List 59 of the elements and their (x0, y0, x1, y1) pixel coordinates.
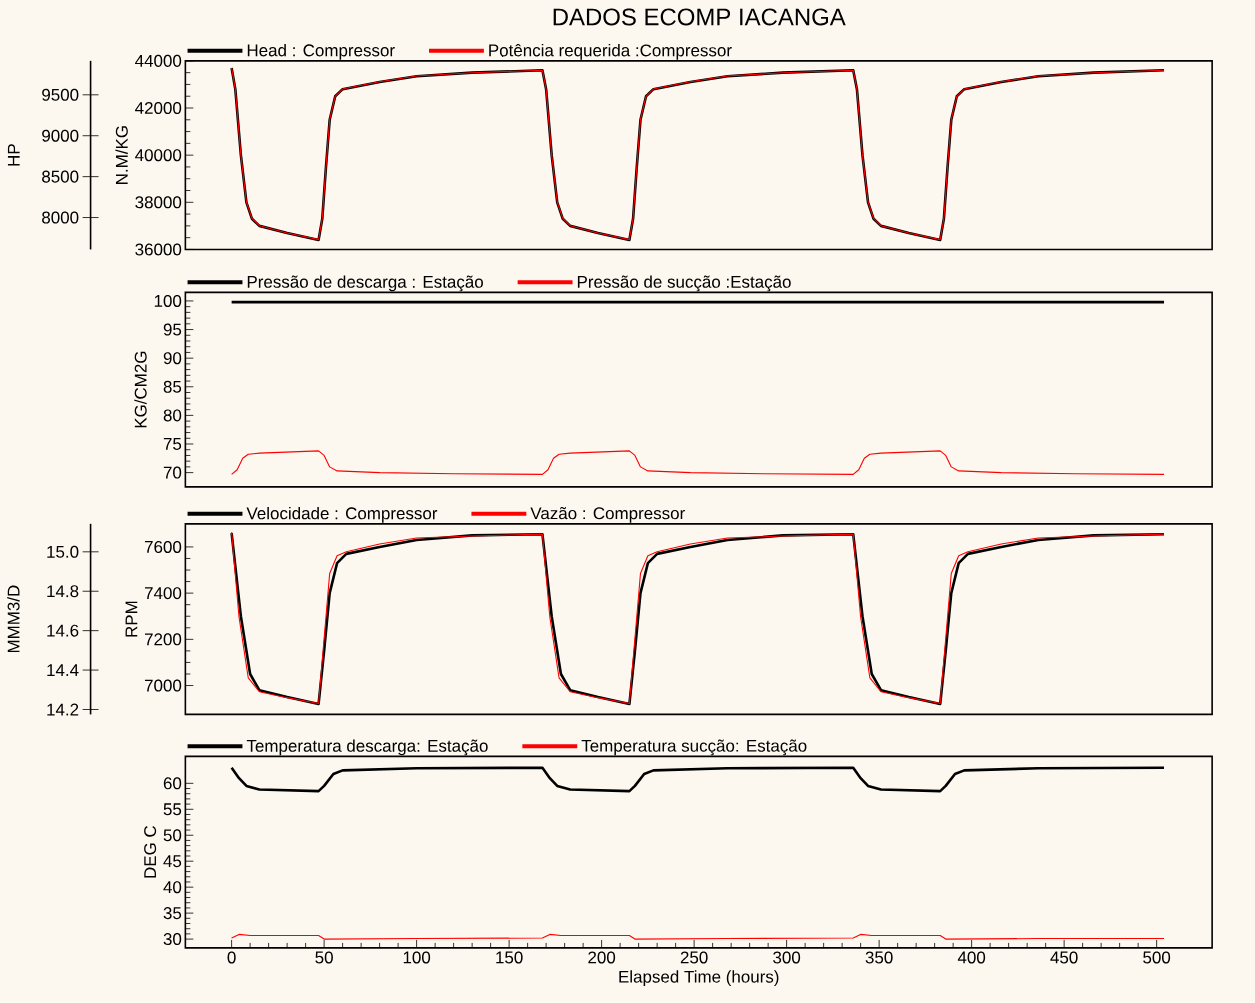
y-tick-label: 30 (163, 933, 182, 946)
y2-tick-label: 8500 (42, 170, 79, 183)
x-tick-label: 400 (957, 951, 986, 964)
y-tick-label: 38000 (135, 196, 182, 209)
legend-label: Pressão de descarga : Estação (247, 275, 483, 292)
y-tick-label: 60 (163, 777, 182, 790)
y-tick-label: 40000 (135, 149, 182, 162)
y-tick-label: 90 (163, 352, 182, 365)
x-tick-label: 500 (1143, 951, 1171, 964)
y-axis-title: KG/CM2G (134, 351, 147, 428)
y-tick-label: 85 (163, 380, 182, 393)
x-tick-label: 0 (227, 951, 236, 964)
y-axis-title: N.M/KG (115, 126, 128, 185)
legend-label: Temperatura sucção: Estação (581, 739, 807, 756)
y2-tick-label: 14.8 (47, 585, 79, 598)
x-tick-label: 200 (588, 951, 616, 964)
x-tick-label: 300 (773, 951, 801, 964)
legend-label: Pressão de sucção :Estação (577, 275, 791, 292)
y-tick-label: 50 (163, 829, 182, 842)
x-tick-label: 100 (403, 951, 431, 964)
x-tick-label: 250 (680, 951, 708, 964)
y-tick-label: 42000 (135, 102, 182, 115)
x-tick-label: 450 (1050, 951, 1078, 964)
y-tick-label: 80 (163, 409, 182, 422)
legend-label: Head : Compressor (247, 44, 395, 60)
y-tick-label: 36000 (135, 243, 182, 256)
y-tick-label: 35 (163, 907, 182, 920)
y-tick-label: 7400 (144, 587, 182, 600)
y-axis-title: DEG C (144, 826, 157, 878)
chart-title: DADOS ECOMP IACANGA (553, 8, 846, 26)
y-tick-label: 7600 (144, 541, 182, 554)
x-tick-label: 350 (865, 951, 893, 964)
y2-tick-label: 8000 (42, 211, 79, 224)
y-tick-label: 75 (163, 438, 182, 451)
y2-tick-label: 9000 (42, 129, 79, 142)
y-tick-label: 100 (154, 295, 182, 308)
legend-label: Vazão : Compressor (530, 507, 685, 523)
y2-tick-label: 9500 (42, 88, 79, 101)
y2-axis-title: MMM3/D (7, 585, 20, 653)
y-tick-label: 70 (163, 466, 182, 479)
y2-axis-title: HP (7, 144, 20, 166)
y-axis-title: RPM (125, 601, 138, 637)
y-tick-label: 95 (163, 323, 182, 336)
y-tick-label: 7200 (144, 633, 182, 646)
y2-tick-label: 14.2 (47, 703, 79, 716)
y2-tick-label: 14.6 (47, 624, 79, 637)
x-tick-label: 50 (315, 951, 333, 964)
y-tick-label: 7000 (144, 679, 182, 692)
y-tick-label: 55 (163, 803, 182, 816)
legend-label: Velocidade : Compressor (246, 507, 438, 523)
x-axis-title: Elapsed Time (hours) (619, 970, 779, 987)
y-tick-label: 40 (163, 881, 182, 894)
x-tick-label: 150 (496, 951, 523, 964)
y-tick-label: 44000 (135, 54, 182, 67)
y2-tick-label: 15.0 (47, 545, 79, 558)
legend-label: Potência requerida :Compressor (489, 44, 732, 60)
y-tick-label: 45 (163, 855, 182, 868)
legend-label: Temperatura descarga: Estação (246, 739, 488, 756)
y2-tick-label: 14.4 (47, 664, 79, 677)
